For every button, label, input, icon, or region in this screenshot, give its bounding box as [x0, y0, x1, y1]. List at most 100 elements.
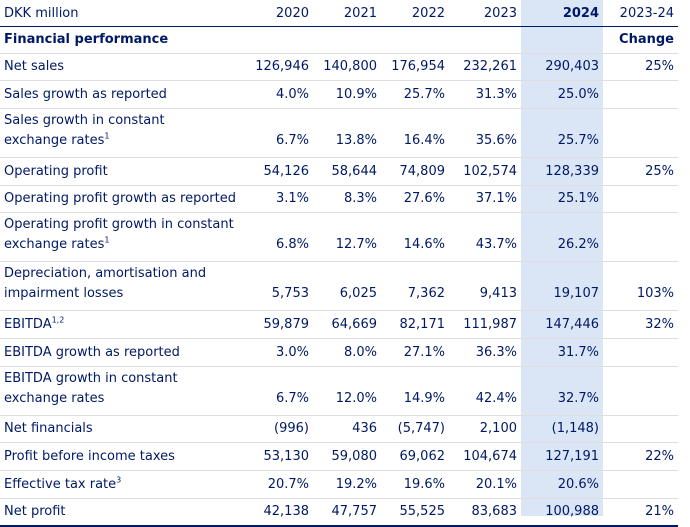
- row-label-line1: Net financials: [4, 421, 93, 437]
- value-cell-2023: 83,683: [471, 503, 518, 519]
- row-label-line1: Profit before income taxes: [4, 449, 175, 464]
- row-label-line2: exchange rates: [4, 237, 105, 253]
- footnote-marker: 1: [104, 235, 110, 245]
- value-cell-2023: 42.4%: [475, 390, 517, 406]
- value-cell-2020: 6.7%: [275, 132, 309, 148]
- row-label-line1: Net sales: [4, 59, 65, 75]
- table-row: Operating profit 54,126 58,644 74,809 102,57…: [0, 157, 678, 186]
- row-label-line2: exchange rates: [4, 132, 105, 148]
- value-cell-2022: 69,062: [399, 449, 446, 464]
- year-2024-header: 2024: [562, 5, 599, 21]
- value-cell-2024: 25.0%: [557, 86, 599, 102]
- footnote-marker: 1,2: [51, 315, 65, 325]
- section-title: Financial performance: [4, 31, 169, 47]
- table-row: Operating profit growth as reported 3.1% 8…: [0, 185, 678, 213]
- value-cell-2020: 59,879: [263, 316, 310, 332]
- row-label: Effective tax rate3: [0, 471, 245, 499]
- value-cell-2023: 104,674: [463, 449, 517, 464]
- value-cell-2023: 37.1%: [475, 191, 517, 207]
- row-label-line1: Operating profit: [4, 163, 108, 179]
- row-label-line1: Operating profit growth in constant: [4, 217, 234, 233]
- row-label: Net sales: [0, 53, 245, 81]
- value-cell-2021: 8.0%: [343, 344, 377, 360]
- row-label: EBITDA growth as reported: [0, 338, 245, 366]
- table-row: Net sales 126,946 140,800 176,954 232,261 290…: [0, 53, 678, 81]
- value-cell-2024: 25.1%: [557, 191, 599, 207]
- value-cell-2021: 140,800: [323, 59, 377, 75]
- value-cell-2020: 6.7%: [275, 390, 309, 406]
- value-cell-2023: 111,987: [463, 316, 517, 332]
- value-cell-2024: 100,988: [545, 503, 599, 519]
- value-cell-2023: 2,100: [479, 421, 517, 437]
- value-cell-2021: 64,669: [331, 316, 378, 332]
- change-cell: 32%: [645, 316, 674, 332]
- value-cell-2020: 6.8%: [275, 237, 309, 253]
- value-cell-2024: 32.7%: [557, 390, 599, 406]
- current-year-highlight: [521, 0, 603, 516]
- value-cell-2022: 27.1%: [403, 344, 445, 360]
- value-cell-2020: 42,138: [263, 503, 310, 519]
- value-cell-2020: 54,126: [263, 163, 310, 179]
- row-label-line1: Sales growth in constant: [4, 112, 165, 128]
- table-row: Sales growth as reported 4.0% 10.9% 25.7% 31…: [0, 81, 678, 109]
- change-cell: [603, 108, 678, 157]
- footnote-marker: 1: [104, 131, 110, 141]
- value-cell-2021: 13.8%: [335, 132, 377, 148]
- change-cell: 25%: [645, 59, 674, 75]
- value-cell-2024: 31.7%: [557, 344, 599, 360]
- value-cell-2022: 7,362: [407, 286, 445, 302]
- change-cell: [603, 213, 678, 262]
- value-cell-2024: 25.7%: [557, 132, 599, 148]
- value-cell-2022: 19.6%: [403, 476, 445, 492]
- value-cell-2020: 126,946: [255, 59, 309, 75]
- table-row: Profit before income taxes 53,130 59,080 69…: [0, 443, 678, 471]
- row-label-line1: Operating profit growth as reported: [4, 191, 237, 207]
- row-label: Profit before income taxes: [0, 443, 245, 471]
- change-cell: 22%: [645, 449, 674, 464]
- unit-label: DKK million: [4, 5, 79, 21]
- change-cell: [603, 366, 678, 415]
- year-2020-header: 2020: [275, 5, 309, 21]
- year-2021-header: 2021: [343, 5, 377, 21]
- value-cell-2022: 82,171: [399, 316, 446, 332]
- value-cell-2023: 35.6%: [475, 132, 517, 148]
- value-cell-2023: 36.3%: [475, 344, 517, 360]
- row-label: Operating profit: [0, 157, 245, 185]
- change-cell: [603, 415, 678, 443]
- value-cell-2022: 25.7%: [403, 86, 445, 102]
- change-period-header: 2023-24: [619, 5, 674, 21]
- row-label-line1: EBITDA growth as reported: [4, 344, 180, 360]
- value-cell-2022: 55,525: [399, 503, 446, 519]
- value-cell-2021: 436: [352, 421, 377, 437]
- row-label: Net financials: [0, 415, 245, 443]
- row-label-line1: Depreciation, amortisation and: [4, 266, 207, 282]
- row-label-line1: Sales growth as reported: [4, 86, 167, 102]
- value-cell-2023: 43.7%: [475, 237, 517, 253]
- section-row: Financial performance Change: [0, 26, 678, 53]
- value-cell-2021: 47,757: [331, 503, 378, 519]
- value-cell-2023: 232,261: [463, 59, 517, 75]
- value-cell-2023: 31.3%: [475, 86, 517, 102]
- year-2022-header: 2022: [411, 5, 445, 21]
- row-label: Operating profit growth in constant excha…: [0, 213, 245, 262]
- value-cell-2020: (996): [274, 421, 309, 437]
- value-cell-2022: 176,954: [391, 59, 445, 75]
- value-cell-2021: 12.0%: [335, 390, 377, 406]
- footnote-marker: 3: [116, 475, 122, 485]
- value-cell-2020: 53,130: [263, 449, 310, 464]
- value-cell-2020: 5,753: [271, 286, 309, 302]
- value-cell-2024: 128,339: [545, 163, 599, 179]
- value-cell-2023: 102,574: [463, 163, 517, 179]
- row-label: Net profit: [0, 498, 245, 526]
- table-row: Depreciation, amortisation and impairment…: [0, 262, 678, 311]
- table-row: Net financials (996) 436 (5,747) 2,100 (1,148…: [0, 415, 678, 443]
- table-row: EBITDA growth as reported 3.0% 8.0% 27.1% 36…: [0, 338, 678, 367]
- value-cell-2022: 14.9%: [403, 390, 445, 406]
- table-row: EBITDA growth in constant exchange rates 6…: [0, 366, 678, 416]
- value-cell-2023: 20.1%: [475, 476, 517, 492]
- table-row: Effective tax rate3 20.7% 19.2% 19.6% 20.1% 2…: [0, 471, 678, 499]
- row-label: Operating profit growth as reported: [0, 185, 245, 213]
- row-label: Sales growth as reported: [0, 81, 245, 109]
- value-cell-2020: 20.7%: [267, 476, 309, 492]
